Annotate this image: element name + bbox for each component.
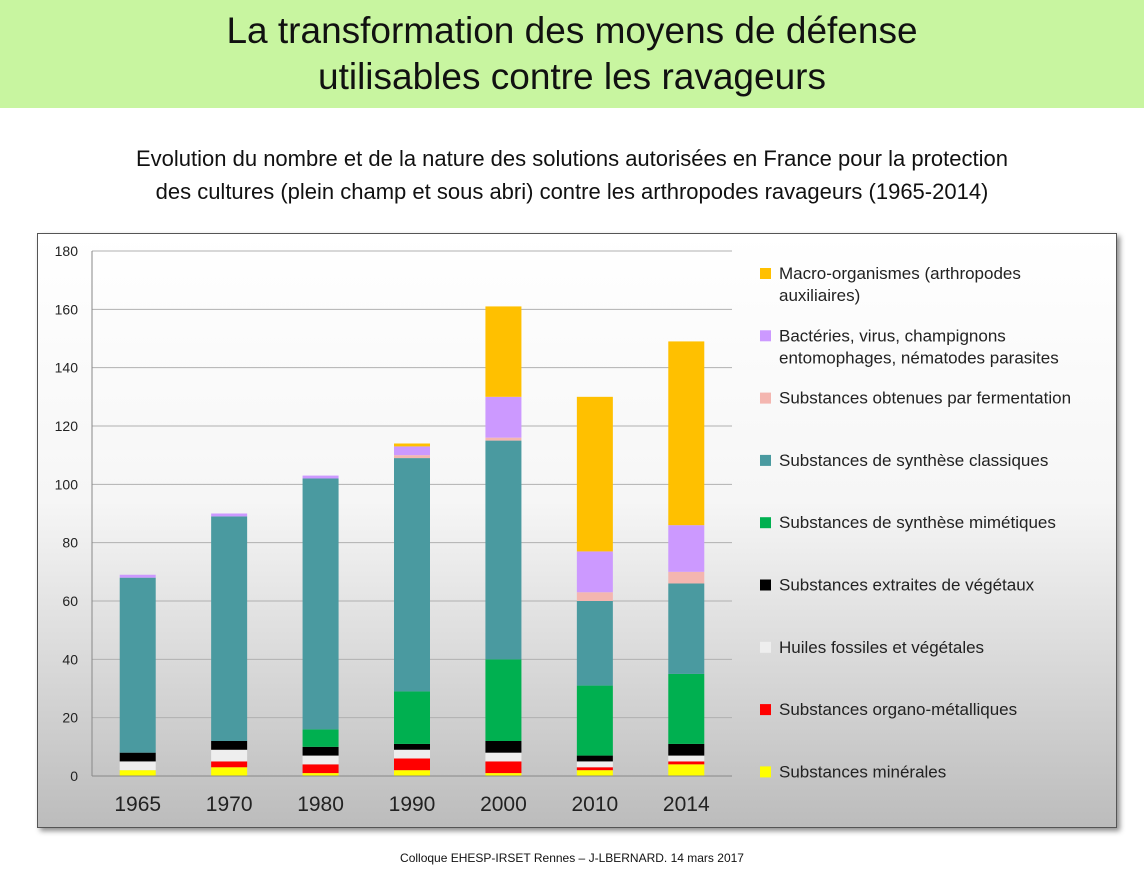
legend-label: Substances extraites de végétaux [779, 576, 1035, 595]
chart-subtitle-line2: des cultures (plein champ et sous abri) … [155, 179, 989, 204]
bar-segment [668, 525, 705, 572]
bar-segment [302, 764, 339, 774]
bar-segment [576, 592, 613, 601]
bar-segment [302, 746, 339, 756]
bar-segment [485, 773, 522, 776]
footer-credit: Colloque EHESP-IRSET Rennes – J-LBERNARD… [400, 851, 744, 865]
x-tick-label: 2010 [571, 793, 618, 816]
bar-segment [394, 758, 430, 771]
bar-segment [302, 773, 339, 776]
bar-segment [394, 446, 430, 456]
legend-swatch [760, 704, 771, 716]
x-tick-label: 1965 [114, 793, 161, 816]
bar-segment [668, 755, 705, 762]
bar-segment [485, 752, 522, 762]
bar-segment [394, 743, 430, 750]
bar-segment [668, 673, 705, 744]
bar-segment [576, 396, 613, 552]
legend-swatch [760, 766, 771, 778]
bar-segment [668, 571, 705, 584]
y-tick-label: 180 [55, 243, 79, 259]
stacked-bar-chart: 0 20 40 60 80 100 120 140 160 180 1965 1970 1980 1990… [55, 243, 1071, 816]
bar-segment [302, 755, 339, 765]
x-tick-label: 1970 [206, 793, 253, 816]
bar-segment [576, 770, 613, 776]
bar-segment [211, 516, 248, 741]
bar-segment [211, 749, 248, 762]
legend-swatch [760, 641, 771, 653]
bar-segment [668, 764, 705, 776]
bar-segment [576, 601, 613, 686]
x-tick-label: 2000 [480, 793, 527, 816]
legend-swatch [760, 268, 771, 279]
x-tick-label: 2014 [663, 793, 710, 816]
bar-segment [668, 341, 705, 526]
y-tick-label: 60 [62, 593, 78, 609]
bar-segment [394, 455, 430, 459]
y-tick-label: 20 [62, 710, 78, 726]
legend-label: Substances organo-métalliques [779, 700, 1017, 719]
x-tick-label: 1990 [389, 793, 436, 816]
bar-segment [394, 770, 430, 776]
bar-segment [576, 685, 613, 756]
bar-segment [485, 440, 522, 660]
title-band [0, 0, 1144, 108]
bar-segment [119, 577, 156, 753]
bar-segment [485, 306, 522, 397]
legend-label: Substances obtenues par fermentation [779, 389, 1071, 408]
bar-segment [576, 551, 613, 593]
bar-segment [576, 761, 613, 768]
bar-segment [119, 761, 156, 771]
legend-swatch [760, 392, 771, 404]
chart-frame: 0 20 40 60 80 100 120 140 160 180 1965 1970 1980 1990… [37, 233, 1117, 828]
bar-segment [668, 583, 705, 674]
bar-segment [394, 691, 430, 744]
bar-segment [211, 513, 248, 517]
bar-segment [302, 478, 339, 730]
legend-label: Huiles fossiles et végétales [779, 638, 984, 657]
legend-swatch [760, 579, 771, 591]
legend-label: Bactéries, virus, champignons entomophage… [779, 326, 1059, 367]
bar-segment [576, 755, 613, 762]
legend-swatch [760, 454, 771, 466]
y-tick-label: 120 [55, 418, 79, 434]
page-title-line1: La transformation des moyens de défense [226, 10, 918, 51]
bar-segment [485, 659, 522, 741]
bar-segment [211, 761, 248, 768]
bar-segment [211, 741, 248, 750]
y-tick-label: 160 [55, 301, 79, 317]
bar-segment [485, 741, 522, 753]
y-tick-label: 140 [55, 360, 79, 376]
y-tick-label: 40 [62, 651, 78, 667]
bar-segment [668, 743, 705, 756]
bar-segment [576, 767, 613, 771]
legend-label: Substances minérales [779, 762, 946, 781]
y-tick-label: 100 [55, 476, 79, 492]
bar-segment [485, 396, 522, 438]
x-tick-label: 1980 [297, 793, 344, 816]
bar-segment [119, 574, 156, 578]
y-tick-label: 0 [70, 768, 78, 784]
bar-segment [485, 761, 522, 774]
legend-swatch [760, 330, 771, 342]
bar-segment [119, 770, 156, 776]
bar-segment [302, 729, 339, 747]
bar-segment [211, 767, 248, 776]
page-title-line2: utilisables contre les ravageurs [318, 56, 826, 97]
legend-label: Substances de synthèse mimétiques [779, 513, 1056, 532]
bar-segment [394, 443, 430, 447]
bar-segment [119, 752, 156, 762]
bar-segment [394, 749, 430, 759]
bar-segment [485, 437, 522, 441]
bar-segment [394, 458, 430, 692]
legend-swatch [760, 517, 771, 529]
y-tick-label: 80 [62, 535, 78, 551]
bar-segment [302, 475, 339, 479]
legend-label: Substances de synthèse classiques [779, 451, 1048, 470]
bar-segment [668, 761, 705, 765]
legend-label: Macro-organismes (arthropodes auxiliaires… [779, 264, 1021, 305]
chart-subtitle-line1: Evolution du nombre et de la nature des … [136, 146, 1008, 171]
